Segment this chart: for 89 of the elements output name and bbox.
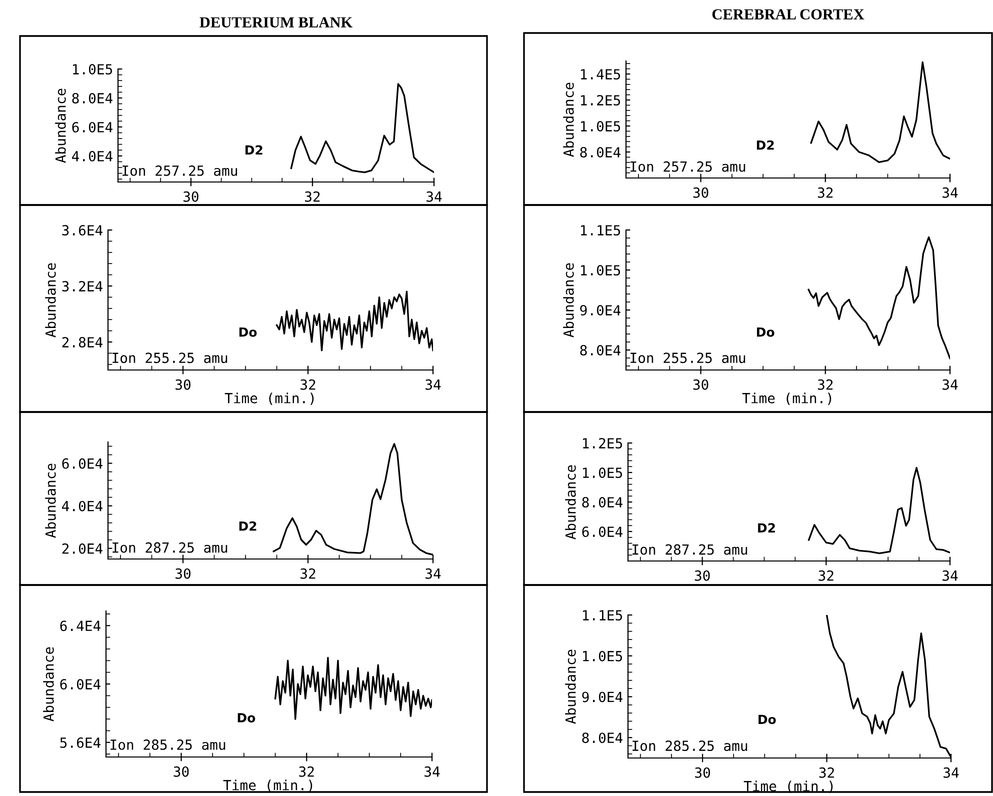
line-series [276, 290, 433, 352]
annotation: Ion 255.25 amu [112, 352, 228, 364]
y-tick-label: 1.0E5 [581, 121, 620, 132]
annotation: Do [756, 327, 774, 337]
line-series [808, 236, 950, 360]
y-tick-label: 4.0E4 [62, 500, 102, 512]
annotation: Ion 257.25 amu [630, 161, 746, 172]
annotation: D2 [758, 523, 775, 532]
y-tick-label: 8.0E4 [582, 497, 622, 508]
annotation: D2 [245, 145, 262, 155]
line-series [290, 83, 434, 174]
x-tick-label: 30 [695, 767, 710, 778]
y-tick-label: 1.4E5 [581, 69, 620, 80]
y-axis-title: Abundance [563, 263, 574, 338]
x-tick-label: 34 [426, 568, 441, 579]
chart-title: CEREBRAL CORTEX [712, 9, 864, 20]
y-axis-title: Abundance [563, 82, 574, 157]
y-tick-label: 9.0E4 [580, 305, 620, 316]
y-tick-label: 3.6E4 [62, 225, 102, 236]
annotation: Ion 257.25 amu [122, 165, 237, 176]
line-series [810, 61, 950, 163]
y-tick-label: 5.6E4 [60, 737, 100, 748]
y-tick-label: 1.0E5 [583, 650, 622, 662]
x-tick-label: 30 [174, 766, 189, 777]
y-tick-label: 6.0E4 [72, 122, 112, 132]
y-tick-label: 1.1E5 [583, 610, 622, 621]
y-axis-title: Abundance [565, 650, 576, 724]
x-tick-label: 32 [818, 570, 834, 581]
x-tick-label: 32 [819, 767, 834, 778]
x-axis-title: Time (min.) [744, 780, 833, 793]
y-axis-title: Abundance [45, 263, 56, 338]
x-tick-label: 34 [424, 766, 440, 777]
y-tick-label: 8.0E4 [580, 147, 620, 158]
x-tick-label: 30 [693, 187, 708, 198]
y-axis-title: Abundance [43, 647, 54, 722]
x-tick-label: 30 [694, 570, 710, 581]
y-tick-label: 1.0E5 [73, 64, 112, 75]
y-tick-label: 1.2E5 [581, 95, 620, 106]
y-tick-label: 6.0E4 [582, 526, 622, 538]
x-tick-label: 34 [942, 187, 958, 198]
annotation: D2 [756, 140, 774, 150]
annotation: Ion 285.25 amu [632, 740, 748, 752]
y-tick-label: 9.0E4 [582, 692, 622, 702]
x-tick-label: 32 [299, 766, 314, 777]
annotation: Do [238, 713, 256, 722]
y-tick-label: 3.2E4 [62, 281, 102, 292]
x-tick-label: 34 [426, 379, 441, 390]
annotation: D2 [239, 521, 256, 531]
annotation: Ion 255.25 amu [630, 352, 746, 364]
x-axis-title: Time (min.) [223, 780, 312, 792]
x-tick-label: 34 [426, 191, 442, 202]
annotation: Ion 287.25 amu [112, 542, 228, 553]
x-axis-title: Time (min.) [742, 392, 832, 405]
y-tick-label: 2.0E4 [62, 543, 102, 554]
y-axis-title: Abundance [45, 464, 56, 538]
y-tick-label: 6.4E4 [60, 620, 100, 632]
x-tick-label: 30 [693, 379, 708, 390]
y-axis-title: Abundance [55, 88, 66, 163]
annotation: Do [239, 327, 257, 337]
x-tick-label: 32 [300, 379, 316, 390]
annotation: Ion 287.25 amu [632, 544, 748, 555]
y-tick-label: 8.0E4 [582, 732, 622, 744]
line-series [808, 466, 950, 554]
y-tick-label: 4.0E4 [72, 150, 112, 162]
annotation: Do [758, 714, 776, 724]
x-tick-label: 30 [176, 379, 190, 390]
chart-title: DEUTERIUM BLANK [200, 17, 352, 28]
x-tick-label: 32 [300, 568, 316, 579]
x-tick-label: 30 [176, 568, 190, 579]
y-tick-label: 8.0E4 [580, 345, 620, 356]
x-tick-label: 34 [942, 379, 958, 390]
line-series [274, 656, 432, 720]
y-tick-label: 8.0E4 [72, 92, 112, 104]
x-tick-label: 32 [818, 187, 833, 198]
y-tick-label: 6.0E4 [62, 458, 102, 469]
x-tick-label: 32 [818, 379, 833, 390]
x-axis-title: Time (min.) [224, 392, 314, 405]
y-tick-label: 1.0E5 [583, 468, 622, 478]
y-axis-title: Abundance [565, 465, 576, 540]
y-tick-label: 2.8E4 [62, 337, 102, 348]
x-tick-label: 34 [942, 570, 958, 581]
y-tick-label: 6.0E4 [60, 679, 100, 690]
x-tick-label: 34 [944, 767, 959, 778]
y-tick-label: 1.2E5 [583, 438, 622, 449]
x-tick-label: 30 [183, 191, 198, 202]
y-tick-label: 1.0E5 [581, 265, 620, 276]
x-tick-label: 32 [305, 191, 320, 202]
y-tick-label: 1.1E5 [581, 225, 620, 236]
annotation: Ion 285.25 amu [110, 739, 226, 750]
